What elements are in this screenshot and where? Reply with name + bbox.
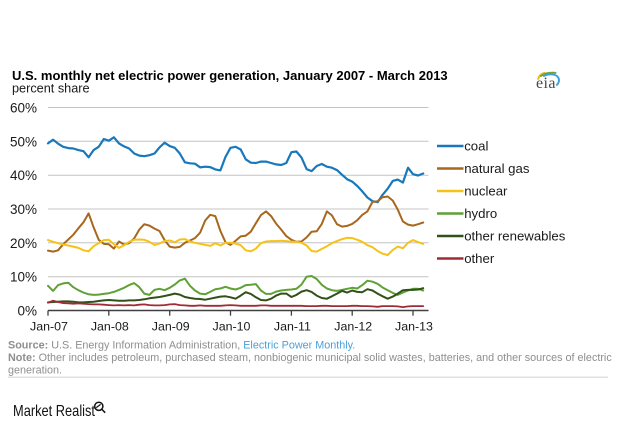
svg-text:Source: U.S. Energy Informatio: Source: U.S. Energy Information Administ… bbox=[8, 340, 355, 352]
svg-text:percent share: percent share bbox=[12, 82, 90, 96]
svg-text:50%: 50% bbox=[10, 134, 37, 149]
svg-text:Jan-09: Jan-09 bbox=[152, 320, 190, 334]
svg-text:nuclear: nuclear bbox=[464, 184, 508, 199]
svg-text:Note: Other includes petroleum: Note: Other includes petroleum, purchase… bbox=[8, 352, 612, 364]
svg-text:Jan-08: Jan-08 bbox=[91, 320, 129, 334]
svg-text:hydro: hydro bbox=[464, 206, 497, 221]
svg-text:Jan-11: Jan-11 bbox=[274, 320, 311, 334]
svg-text:40%: 40% bbox=[10, 168, 37, 183]
svg-text:Market Realist: Market Realist bbox=[13, 403, 95, 420]
svg-text:60%: 60% bbox=[10, 101, 37, 116]
svg-text:other: other bbox=[464, 251, 495, 266]
svg-text:coal: coal bbox=[464, 139, 488, 154]
svg-text:30%: 30% bbox=[10, 202, 37, 217]
svg-text:generation.: generation. bbox=[8, 365, 62, 377]
svg-text:Jan-13: Jan-13 bbox=[395, 320, 433, 334]
svg-text:other renewables: other renewables bbox=[464, 229, 566, 244]
svg-text:eia: eia bbox=[536, 75, 556, 92]
svg-text:natural gas: natural gas bbox=[464, 161, 530, 176]
svg-text:0%: 0% bbox=[17, 304, 37, 319]
svg-text:Jan-07: Jan-07 bbox=[30, 320, 68, 334]
svg-text:Jan-12: Jan-12 bbox=[334, 320, 372, 334]
svg-text:20%: 20% bbox=[10, 236, 37, 251]
svg-text:10%: 10% bbox=[10, 270, 37, 285]
svg-text:Jan-10: Jan-10 bbox=[213, 320, 251, 334]
svg-text:U.S. monthly net electric powe: U.S. monthly net electric power generati… bbox=[12, 68, 448, 83]
